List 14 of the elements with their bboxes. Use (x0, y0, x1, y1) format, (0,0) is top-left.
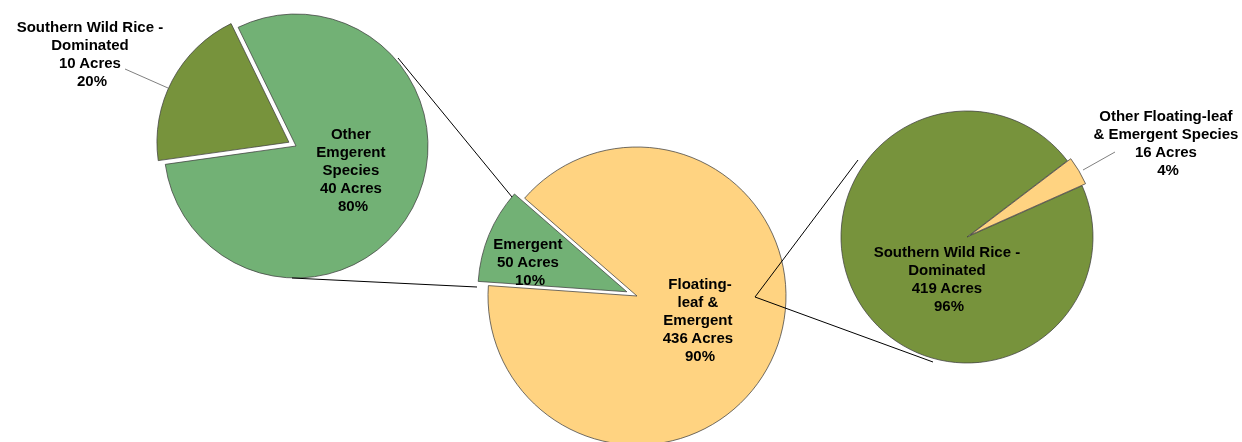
data-label: 10 Acres 20% (58, 54, 126, 90)
data-label: 436 Acres 90% (662, 329, 738, 365)
slice-label: Southern Wild Rice - Dominated (873, 243, 1025, 279)
slice-label: Floating-leaf & Emergent (663, 275, 737, 329)
slice-label: Southern Wild Rice - Dominated (16, 18, 168, 54)
slice-label: Other Emgerent Species (316, 125, 390, 179)
pie-slice (970, 158, 1086, 236)
data-label: 40 Acres 80% (319, 179, 387, 215)
pie-slice (840, 110, 1094, 364)
data-label: 16 Acres 4% (1134, 143, 1202, 179)
data-label: 50 Acres 10% (496, 253, 564, 289)
data-label: 419 Acres 96% (911, 279, 987, 315)
slice-label: Other Floating-leaf & Emergent Species (1093, 107, 1242, 143)
slice-label: Emergent (493, 235, 567, 253)
